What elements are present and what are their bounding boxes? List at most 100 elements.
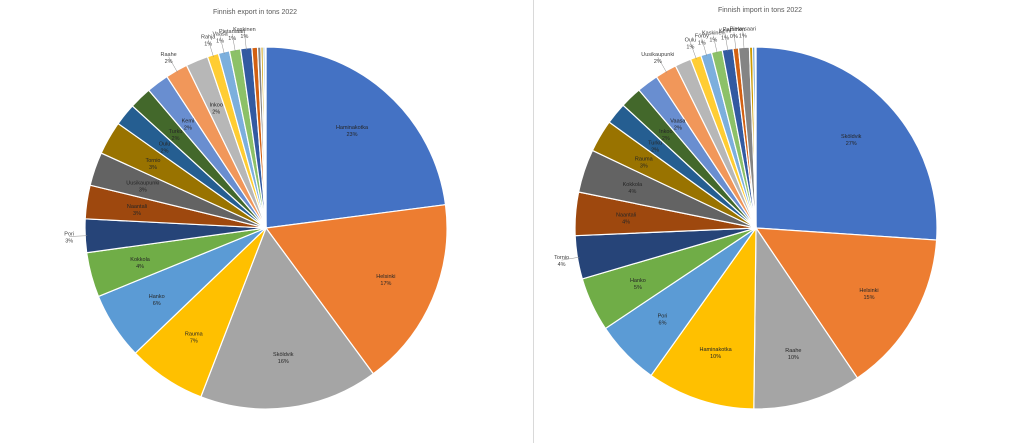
leader-line [742, 31, 745, 50]
slice-label: Rauma [185, 332, 204, 338]
slice-percent: 3% [65, 239, 73, 245]
slice-percent: 27% [846, 141, 857, 147]
import-chart-title: Finnish import in tons 2022 [718, 7, 802, 14]
slice-percent: 6% [153, 301, 161, 307]
slice-label: Inkoo [659, 129, 672, 135]
chart-divider [533, 0, 534, 443]
pie-slice [753, 226, 859, 410]
slice-percent: 1% [721, 35, 729, 41]
slice-label: Uusikaupunki [126, 180, 159, 186]
export-pie-chart: Finnish export in tons 2022 Haminakotka2… [64, 9, 448, 410]
leader-line [69, 235, 88, 237]
leader-line [168, 56, 178, 73]
pie-slices [574, 46, 938, 410]
slice-percent: 3% [640, 164, 648, 170]
slice-percent: 2% [184, 126, 192, 132]
leader-line [207, 39, 214, 57]
slice-percent: 0% [730, 34, 738, 40]
leader-line [690, 42, 697, 60]
pie-slice [650, 226, 757, 410]
leader-line [713, 35, 718, 54]
slice-percent: 4% [136, 264, 144, 270]
slice-label: Tornio [146, 158, 161, 164]
slice-percent: 2% [662, 136, 670, 142]
slice-label: Kokkola [623, 182, 644, 188]
slice-label: Inkoo [209, 103, 222, 109]
leader-line [657, 57, 668, 73]
slice-percent: 2% [172, 136, 180, 142]
slice-percent: 1% [240, 34, 248, 40]
slice-label: Kaskinen [233, 27, 256, 33]
pie-slice [264, 46, 267, 229]
leader-line [724, 33, 729, 52]
pie-slice [265, 46, 447, 229]
slice-percent: 2% [674, 126, 682, 132]
pie-slice [754, 46, 757, 229]
slice-percent: 1% [228, 36, 236, 42]
leader-line [231, 33, 236, 52]
slice-label: Pori [64, 232, 74, 238]
slice-label: Rauma [635, 157, 654, 163]
slice-label: Haminakotka [700, 347, 733, 353]
slice-percent: 16% [278, 359, 289, 365]
slice-label: Raahe [785, 348, 801, 354]
slice-label: Helsinki [859, 288, 878, 294]
leader-line [219, 36, 225, 54]
slice-percent: 1% [216, 38, 224, 44]
slice-percent: 1% [739, 33, 747, 39]
slice-label: Vaasa [213, 31, 229, 37]
export-chart-panel: Finnish export in tons 2022 Haminakotka 2… [64, 9, 448, 410]
slice-label: Helsinki [376, 274, 395, 280]
pie-slice [200, 226, 375, 410]
slice-percent: 2% [161, 148, 169, 154]
pie-slices [84, 46, 448, 410]
pie-slice [754, 227, 938, 379]
pie-slice [755, 46, 938, 241]
slice-percent: 7% [190, 339, 198, 345]
slice-label: Raahe [160, 52, 176, 58]
slice-percent: 17% [380, 281, 391, 287]
slice-percent: 3% [149, 165, 157, 171]
slice-label: Sköldvik [273, 352, 294, 358]
slice-percent: 4% [628, 189, 636, 195]
slice-percent: 5% [634, 285, 642, 291]
slice-percent: 4% [622, 220, 630, 226]
slice-percent: 1% [698, 41, 706, 47]
slice-percent: 2% [212, 110, 220, 116]
slice-percent: 10% [788, 355, 799, 361]
slice-label: Förby [695, 34, 709, 40]
slice-label: Turku [169, 129, 183, 135]
slice-label: Kemi [182, 119, 195, 125]
slice-label: Tornio [554, 255, 569, 261]
slice-percent: 1% [709, 38, 717, 44]
slice-label: Sköldvik [841, 134, 862, 140]
slice-label: Pietarsaari [219, 29, 245, 35]
slice-percent: 1% [204, 42, 212, 48]
slice-label: Kaskinen [702, 31, 725, 37]
leader-line [733, 32, 737, 51]
slice-label: Hanko [149, 294, 165, 300]
import-chart-panel: Finnish import in tons 2022 Sköldvik 27% H… [534, 0, 1023, 443]
leader-line [561, 256, 580, 261]
slice-percent: 15% [863, 295, 874, 301]
slice-label: Kemi [719, 28, 732, 34]
slice-percent: 1% [686, 44, 694, 50]
leader-line [244, 32, 247, 51]
pie-slice [264, 203, 448, 375]
slice-percent: 23% [346, 132, 357, 138]
slice-label: Naantali [127, 204, 147, 210]
slice-percent: 4% [558, 262, 566, 268]
slice-label: Parainen [723, 27, 745, 33]
slice-label: Oulu [685, 37, 697, 43]
slice-percent: 3% [139, 187, 147, 193]
slice-label: Oulu [159, 141, 171, 147]
slice-label: Rahja [201, 35, 216, 41]
slice-label: Haminakotka [336, 125, 369, 131]
slice-label: Turku [648, 141, 662, 147]
slice-percent: 2% [651, 148, 659, 154]
export-chart-title: Finnish export in tons 2022 [213, 9, 297, 16]
slice-label: Pori [658, 314, 668, 320]
